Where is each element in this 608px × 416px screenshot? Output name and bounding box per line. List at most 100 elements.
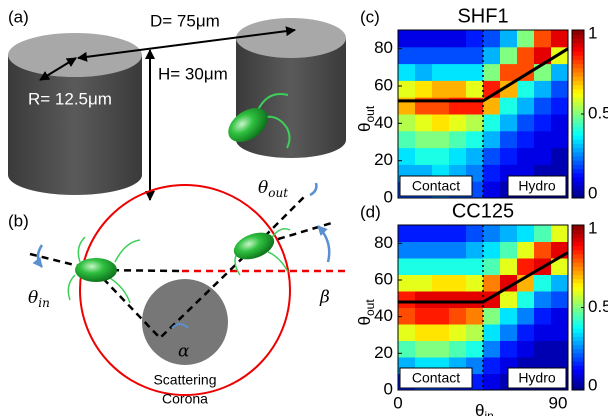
colorbar-step (572, 164, 584, 170)
colorbar-step (572, 381, 584, 387)
colorbar-step (572, 189, 584, 195)
colorbar-step (572, 139, 584, 144)
colorbar-step (572, 253, 584, 259)
heatmap-cell (449, 114, 467, 132)
corona-label: Scattering (153, 372, 216, 388)
heatmap-cell (483, 164, 501, 182)
heatmap-cell (534, 291, 552, 308)
colorbar-step (572, 114, 584, 119)
heatmap-cell (415, 291, 433, 308)
heatmap-cell (449, 324, 467, 341)
heatmap-cell (483, 241, 501, 259)
heatmap-cell (500, 147, 518, 165)
heatmap-cell (449, 258, 467, 275)
heatmap-cell (415, 80, 433, 98)
heatmap-cell (432, 324, 450, 341)
heatmap-cell (432, 30, 450, 48)
heatmap-cell (466, 340, 484, 358)
colorbar-tick-label: 0.5 (588, 297, 608, 316)
colorbar-step (572, 340, 584, 346)
heatmap-cell (466, 241, 484, 259)
angle-arc (309, 182, 318, 197)
heatmap-cell (432, 258, 450, 275)
colorbar-step (572, 299, 584, 304)
heatmap-cell (500, 80, 518, 98)
heatmap-cell (432, 63, 450, 81)
plot-frame (397, 29, 569, 199)
heatmap-cell (517, 97, 535, 115)
heatmap-cell (415, 241, 433, 259)
colorbar-step (572, 319, 584, 325)
heatmap-cell (551, 307, 569, 325)
heatmap-cell (415, 258, 433, 275)
heatmap-cell (551, 340, 569, 358)
symbol: θ (475, 401, 484, 416)
alpha-label: α (178, 342, 190, 362)
heatmap-cell (517, 46, 535, 65)
heatmap-cell (449, 46, 467, 65)
subscript: out (363, 299, 377, 316)
chart-title: CC125 (452, 200, 514, 222)
heatmap-cell (551, 147, 569, 165)
y-tick-label: 40 (374, 306, 393, 325)
heatmap-cell (398, 63, 416, 81)
arrow-d (77, 26, 296, 62)
heatmap-cell (432, 147, 450, 165)
annotation: Hydro (518, 178, 556, 194)
cylinder-top (236, 18, 346, 58)
colorbar-step (572, 84, 584, 90)
heatmap-cell (449, 80, 467, 98)
colorbar-step (572, 282, 584, 288)
heatmap-cell (398, 340, 416, 358)
colorbar-step (572, 130, 584, 136)
y-tick-label: 20 (374, 343, 393, 362)
annotation-box (507, 175, 567, 197)
heatmap-cell (449, 274, 467, 292)
heatmap-cell (483, 258, 501, 275)
heatmap-cell (551, 258, 569, 275)
heatmap-cell (534, 114, 552, 132)
label-r: R= 12.5μm (28, 89, 112, 108)
colorbar-step (572, 324, 584, 329)
cylinder (8, 55, 142, 195)
heatmap-cell (517, 241, 535, 259)
heatmap-cell (415, 340, 433, 358)
angle-arc (171, 323, 189, 329)
heatmap-cell (398, 80, 416, 98)
colorbar-tick-label: 1 (588, 218, 597, 237)
label-h: H= 30μm (158, 64, 228, 83)
heatmap-cell (415, 46, 433, 65)
colorbar-step (572, 348, 584, 354)
heatmap-cell (517, 340, 535, 358)
heatmap-cell (500, 291, 518, 308)
colorbar-step (572, 80, 584, 86)
panel-label: (a) (8, 7, 29, 26)
colorbar-step (572, 245, 584, 251)
colorbar-step (572, 229, 584, 234)
heatmap-cell (534, 147, 552, 165)
colorbar-step (572, 352, 584, 358)
colorbar-step (572, 97, 584, 102)
heatmap-cell (466, 63, 484, 81)
panel-label: (c) (360, 7, 380, 26)
colorbar-step (572, 67, 584, 73)
colorbar-step (572, 357, 584, 362)
heatmap-cell (449, 307, 467, 325)
colorbar-tick-label: 0.5 (588, 103, 608, 122)
heatmap-cell (398, 225, 416, 242)
heatmap-cell (500, 130, 518, 149)
colorbar-step (572, 143, 584, 149)
heatmap-cell (432, 241, 450, 259)
heatmap-cell (551, 114, 569, 132)
annotation: Contact (412, 370, 460, 386)
heatmap-cell (415, 114, 433, 132)
pillar (142, 279, 228, 365)
heatmap-cell (551, 63, 569, 81)
colorbar-step (572, 274, 584, 280)
colorbar-step (572, 38, 584, 44)
colorbar-step (572, 42, 584, 48)
fit-line (398, 251, 569, 304)
panel-label: (b) (8, 211, 29, 230)
y-tick-label: 20 (374, 150, 393, 169)
heatmap-cell (398, 274, 416, 292)
